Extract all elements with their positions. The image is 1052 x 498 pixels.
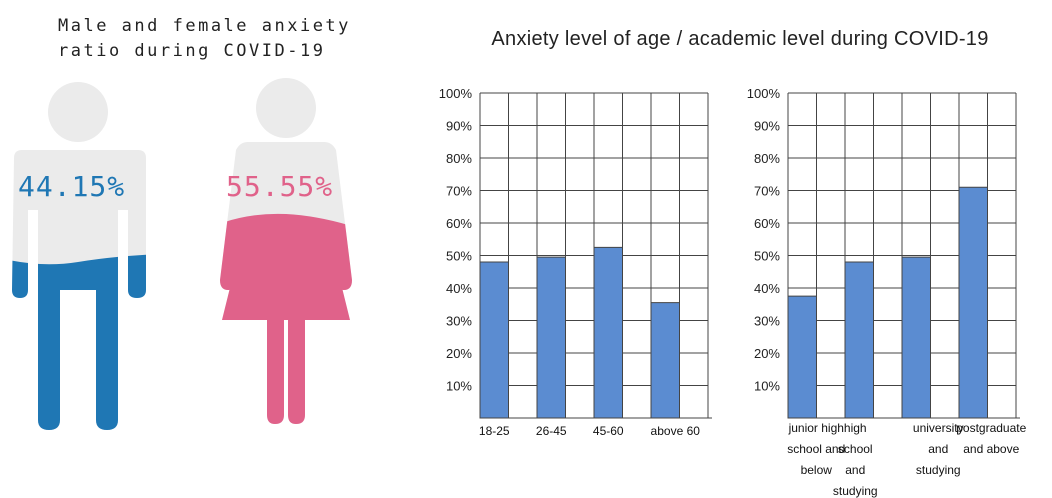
academic-ytick-label: 20%: [754, 346, 780, 361]
age-category-label: 26-45: [536, 424, 567, 438]
age-ytick-label: 80%: [446, 151, 472, 166]
age-ytick-label: 90%: [446, 119, 472, 134]
female-percent-text: 55.55%: [226, 170, 334, 203]
academic-category-label: university and studying: [913, 421, 964, 477]
age-bar: [593, 246, 623, 419]
age-ytick-label: 30%: [446, 314, 472, 329]
academic-ytick-label: 10%: [754, 379, 780, 394]
male-percent-text: 44.15%: [18, 170, 126, 203]
age-ytick-label: 50%: [446, 249, 472, 264]
age-ytick-label: 10%: [446, 379, 472, 394]
female-percent-label: 55.55%: [226, 170, 333, 203]
academic-ytick-label: 80%: [754, 151, 780, 166]
academic-bar: [901, 256, 931, 419]
male-percent-label: 44.15%: [18, 170, 125, 203]
academic-bar: [958, 186, 988, 419]
age-bar: [479, 261, 509, 419]
academic-bar: [787, 295, 817, 419]
academic-ytick-label: 100%: [747, 86, 781, 101]
gender-title-line1: Male and female anxiety: [58, 16, 351, 36]
academic-ytick-label: 70%: [754, 184, 780, 199]
age-category-label: above 60: [651, 424, 701, 438]
age-ytick-label: 20%: [446, 346, 472, 361]
academic-ytick-label: 50%: [754, 249, 780, 264]
age-academic-title: Anxiety level of age / academic level du…: [491, 28, 989, 50]
academic-ytick-label: 60%: [754, 216, 780, 231]
age-bar: [650, 302, 680, 419]
age-ytick-label: 60%: [446, 216, 472, 231]
age-ytick-label: 40%: [446, 281, 472, 296]
academic-ytick-label: 30%: [754, 314, 780, 329]
age-ytick-label: 100%: [439, 86, 473, 101]
age-category-label: 18-25: [479, 424, 510, 438]
age-category-label: 45-60: [593, 424, 624, 438]
academic-category-label: postgraduate and above: [956, 421, 1026, 456]
gender-title-line2: ratio during COVID-19: [58, 41, 326, 61]
age-ytick-label: 70%: [446, 184, 472, 199]
age-bar: [536, 256, 566, 419]
gender-figures: [12, 78, 352, 430]
academic-bar: [844, 261, 874, 419]
gender-title: Male and female anxiety ratio during COV…: [58, 14, 351, 64]
academic-ytick-label: 40%: [754, 281, 780, 296]
academic-category-label: high school and studying: [833, 421, 878, 498]
academic-ytick-label: 90%: [754, 119, 780, 134]
academic-category-label: junior high school and below: [787, 421, 845, 477]
